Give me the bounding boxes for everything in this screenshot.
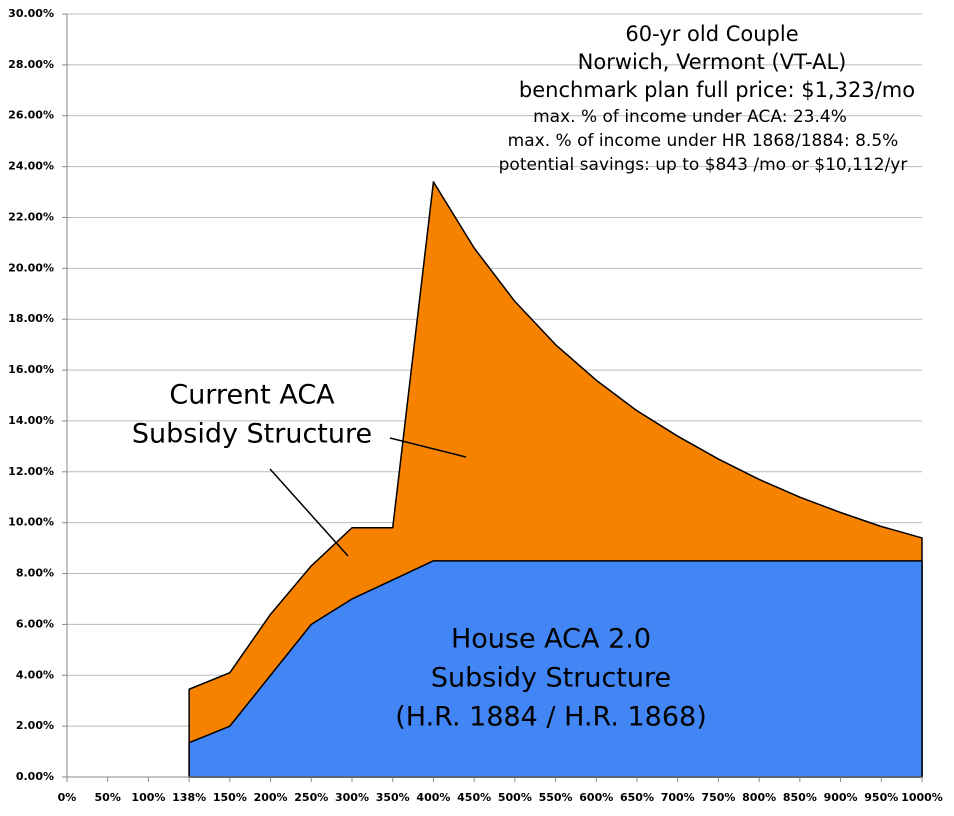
y-tick-label: 24.00% xyxy=(8,160,54,173)
x-tick-label: 250% xyxy=(294,791,328,804)
x-tick-label: 450% xyxy=(457,791,491,804)
x-tick-label: 850% xyxy=(783,791,817,804)
x-tick-label: 100% xyxy=(131,791,165,804)
x-tick-label: 900% xyxy=(824,791,858,804)
annotation: Subsidy Structure xyxy=(431,663,671,694)
y-tick-label: 2.00% xyxy=(16,719,54,732)
pointer-line xyxy=(269,468,349,557)
x-tick-label: 550% xyxy=(539,791,573,804)
annotation: benchmark plan full price: $1,323/mo xyxy=(519,78,915,102)
y-tick-label: 28.00% xyxy=(8,58,54,71)
y-tick-label: 8.00% xyxy=(16,567,54,580)
x-tick-label: 50% xyxy=(95,791,121,804)
y-tick-label: 26.00% xyxy=(8,109,54,122)
annotation: (H.R. 1884 / H.R. 1868) xyxy=(395,702,707,733)
x-tick-label: 138% xyxy=(172,791,206,804)
x-tick-label: 500% xyxy=(498,791,532,804)
x-tick-label: 150% xyxy=(213,791,247,804)
x-tick-label: 350% xyxy=(376,791,410,804)
y-tick-label: 22.00% xyxy=(8,210,54,223)
areas xyxy=(188,181,923,778)
y-tick-label: 14.00% xyxy=(8,414,54,427)
x-tick-label: 650% xyxy=(620,791,654,804)
annotation: House ACA 2.0 xyxy=(451,624,651,655)
annotation: max. % of income under ACA: 23.4% xyxy=(533,107,847,127)
annotations: 60-yr old Couple Norwich, Vermont (VT-AL… xyxy=(132,22,915,733)
y-tick-label: 4.00% xyxy=(16,668,54,681)
annotation: max. % of income under HR 1868/1884: 8.5… xyxy=(508,131,899,151)
x-tick-label: 950% xyxy=(864,791,898,804)
area xyxy=(188,560,923,778)
x-tick-label: 700% xyxy=(661,791,695,804)
annotation: 60-yr old Couple xyxy=(625,22,798,46)
y-tick-label: 16.00% xyxy=(8,363,54,376)
x-tick-label: 600% xyxy=(579,791,613,804)
x-tick-label: 750% xyxy=(701,791,735,804)
y-tick-label: 20.00% xyxy=(8,261,54,274)
y-tick-label: 10.00% xyxy=(8,516,54,529)
annotation: Norwich, Vermont (VT-AL) xyxy=(578,50,847,74)
annotation: potential savings: up to $843 /mo or $10… xyxy=(499,155,908,175)
x-tick-label: 200% xyxy=(254,791,288,804)
y-tick-label: 12.00% xyxy=(8,465,54,478)
axes: 0.00% 2.00% 4.00% 6.00% 8.00% 10.00% 12.00% 14.… xyxy=(8,7,943,804)
x-tick-label: 800% xyxy=(742,791,776,804)
annotation: Subsidy Structure xyxy=(132,419,372,450)
x-tick-label: 400% xyxy=(416,791,450,804)
y-tick-label: 30.00% xyxy=(8,7,54,20)
annotation: Current ACA xyxy=(169,380,335,411)
x-tick-label: 0% xyxy=(58,791,77,804)
x-tick-label: 1000% xyxy=(901,791,943,804)
pointer-line xyxy=(389,437,467,458)
x-tick-label: 300% xyxy=(335,791,369,804)
y-tick-label: 18.00% xyxy=(8,312,54,325)
y-tick-label: 0.00% xyxy=(16,770,54,783)
y-tick-label: 6.00% xyxy=(16,617,54,630)
